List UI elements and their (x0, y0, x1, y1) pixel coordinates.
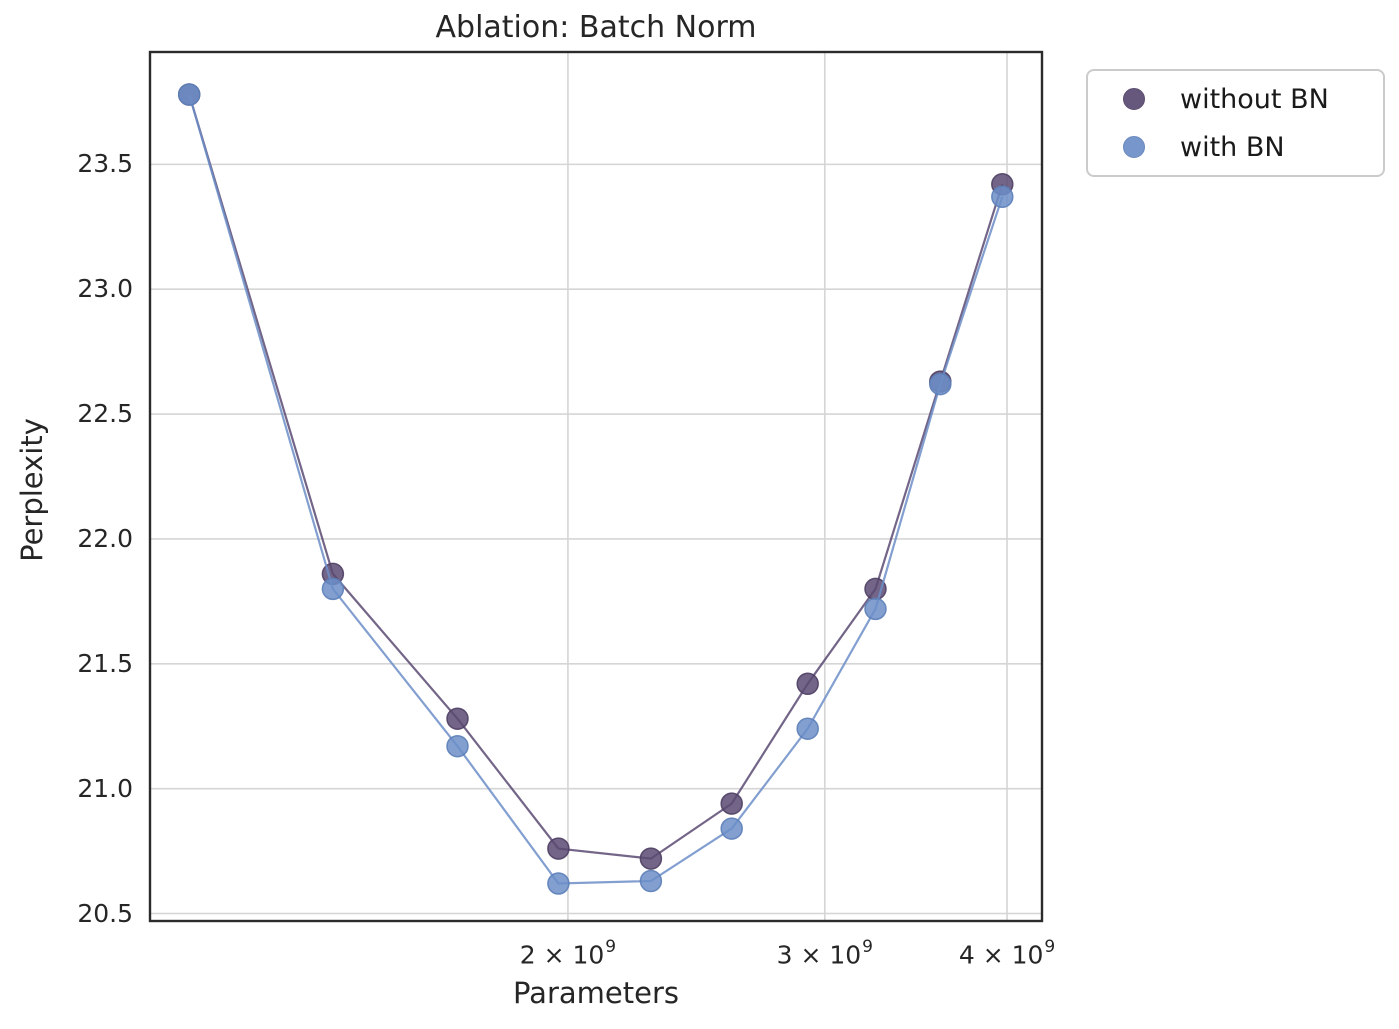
data-point-marker (796, 672, 819, 696)
legend-label-without-bn: without BN (1180, 83, 1329, 115)
data-point-marker (929, 372, 952, 396)
legend-item-without-bn: without BN (1123, 84, 1383, 115)
legend: without BN with BN (1086, 69, 1385, 177)
data-point-marker (991, 185, 1014, 209)
axes-frame (148, 50, 1044, 923)
data-point-marker (720, 817, 743, 840)
x-tick-label: 4 × 109 (958, 937, 1056, 970)
x-axis-label: Parameters (513, 976, 679, 1010)
data-point-marker (639, 847, 663, 870)
legend-item-with-bn: with BN (1123, 132, 1383, 163)
data-point-marker (720, 792, 743, 815)
data-point-marker (321, 577, 345, 601)
data-point-marker (796, 717, 819, 740)
series-line-without-bn (188, 94, 1004, 860)
y-tick-label: 23.5 (77, 149, 133, 179)
y-tick-label: 23.0 (77, 274, 133, 304)
x-tick-label: 3 × 109 (776, 937, 873, 970)
chart-title: Ablation: Batch Norm (435, 10, 757, 45)
data-point-marker (547, 872, 570, 895)
x-tick-label: 2 × 109 (519, 937, 617, 970)
data-point-marker (446, 707, 469, 730)
series-line-with-bn (188, 94, 1004, 885)
y-tick-label: 21.5 (77, 648, 133, 678)
y-tick-label: 22.0 (77, 523, 133, 553)
legend-label-with-bn: with BN (1180, 131, 1285, 163)
data-point-marker (864, 597, 887, 621)
data-point-marker (639, 869, 663, 893)
legend-marker-with-bn-icon (1123, 136, 1145, 158)
y-tick-label: 22.5 (77, 399, 133, 429)
y-tick-label: 21.0 (77, 773, 133, 803)
data-point-marker (177, 83, 201, 106)
y-tick-label: 20.5 (77, 898, 133, 928)
data-point-marker (547, 837, 570, 860)
data-point-marker (446, 734, 469, 758)
legend-marker-without-bn-icon (1123, 88, 1145, 110)
